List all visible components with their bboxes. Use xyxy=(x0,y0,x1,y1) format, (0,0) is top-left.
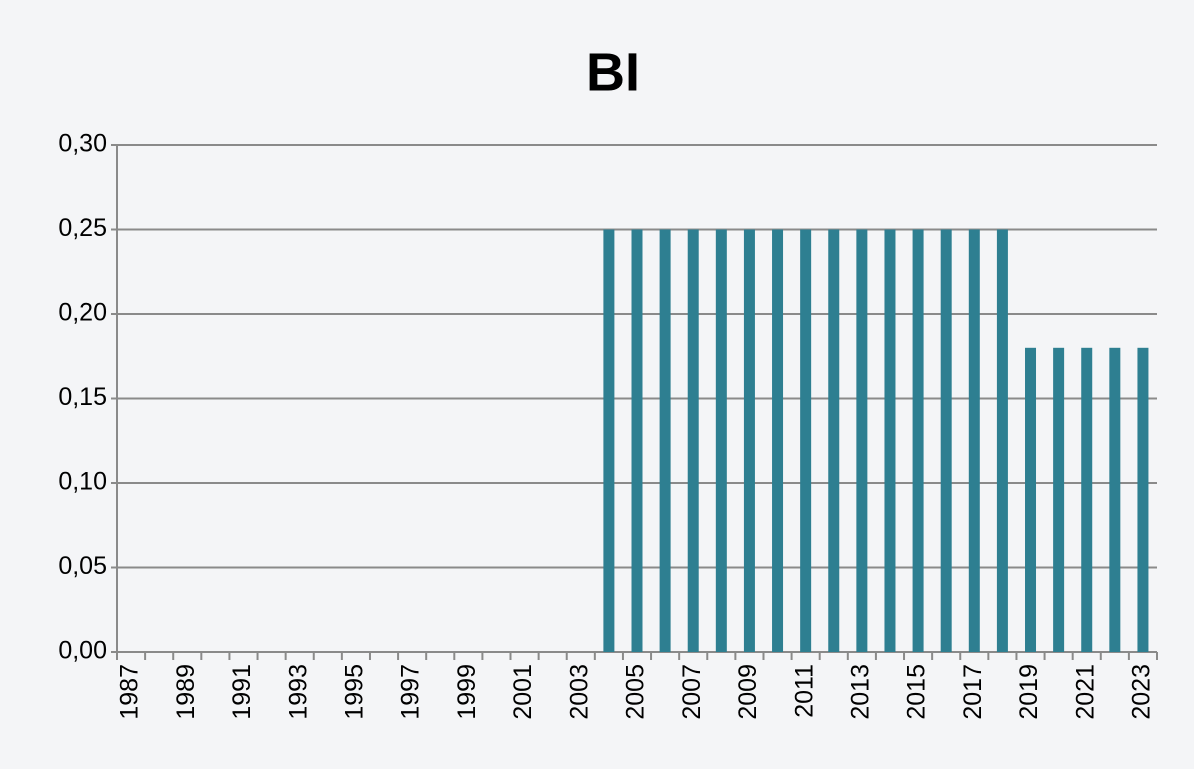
x-tick-label: 2001 xyxy=(509,664,537,720)
x-tick-label: 2019 xyxy=(1015,664,1043,720)
bar xyxy=(715,229,727,652)
bar xyxy=(968,229,980,652)
bar xyxy=(912,229,924,652)
bar xyxy=(603,229,615,652)
bar xyxy=(800,229,812,652)
bar xyxy=(743,229,755,652)
bar xyxy=(1081,347,1093,652)
x-tick-label: 1995 xyxy=(341,664,369,720)
bar xyxy=(1109,347,1121,652)
bar xyxy=(659,229,671,652)
x-tick-label: 2009 xyxy=(734,664,762,720)
bar xyxy=(940,229,952,652)
y-tick-label: 0,05 xyxy=(58,552,107,580)
x-tick-label: 1993 xyxy=(284,664,312,720)
x-tick-label: 2005 xyxy=(622,664,650,720)
bar xyxy=(1025,347,1037,652)
x-tick-label: 1991 xyxy=(228,664,256,720)
bar xyxy=(772,229,784,652)
bar xyxy=(856,229,868,652)
y-tick-label: 0,10 xyxy=(58,468,107,496)
x-tick-label: 2013 xyxy=(846,664,874,720)
x-tick-label: 2017 xyxy=(959,664,987,720)
y-tick-label: 0,25 xyxy=(58,214,107,242)
y-tick-label: 0,20 xyxy=(58,299,107,327)
bar xyxy=(1137,347,1149,652)
bar xyxy=(687,229,699,652)
x-tick-label: 1987 xyxy=(116,664,144,720)
y-tick-label: 0,15 xyxy=(58,383,107,411)
bar xyxy=(884,229,896,652)
bar xyxy=(996,229,1008,652)
x-tick-label: 1997 xyxy=(397,664,425,720)
y-tick-label: 0,30 xyxy=(58,130,107,158)
y-tick-label: 0,00 xyxy=(58,637,107,665)
x-tick-label: 2015 xyxy=(903,664,931,720)
x-tick-label: 2011 xyxy=(790,664,818,718)
x-tick-label: 2007 xyxy=(678,664,706,720)
bar xyxy=(631,229,643,652)
x-tick-label: 2023 xyxy=(1128,664,1156,720)
bar xyxy=(1053,347,1065,652)
x-tick-label: 1999 xyxy=(453,664,481,720)
bar xyxy=(828,229,840,652)
x-tick-label: 2003 xyxy=(565,664,593,720)
x-tick-label: 2021 xyxy=(1071,664,1099,720)
x-tick-label: 1989 xyxy=(172,664,200,720)
chart-title: BI xyxy=(586,42,640,102)
